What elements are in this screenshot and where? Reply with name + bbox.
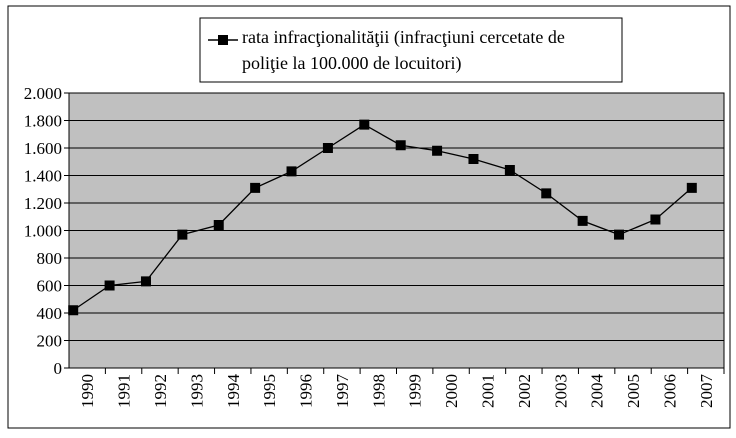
marker (650, 214, 661, 225)
x-tick-label: 1999 (406, 374, 425, 408)
marker (686, 182, 697, 193)
marker (468, 154, 479, 164)
x-tick-label: 2002 (515, 374, 534, 408)
marker (250, 182, 261, 193)
y-tick-label: 1.600 (24, 139, 62, 158)
y-tick-label: 1.400 (24, 167, 62, 186)
y-tick-label: 0 (54, 359, 63, 378)
marker (614, 229, 625, 240)
legend-box (199, 17, 623, 83)
legend-marker (218, 35, 228, 45)
marker (432, 145, 443, 156)
marker (359, 119, 370, 130)
y-tick-label: 800 (37, 249, 63, 268)
x-tick-label: 2000 (442, 374, 461, 408)
legend-label: rata infracţionalităţii (infracţiuni cer… (242, 27, 565, 73)
x-tick-label: 2004 (588, 374, 607, 409)
marker (504, 165, 515, 175)
x-tick-label: 1991 (115, 374, 134, 408)
marker (577, 215, 588, 226)
x-tick-label: 1995 (260, 374, 279, 408)
x-tick-label: 2007 (697, 374, 716, 409)
y-tick-label: 1.000 (24, 222, 62, 241)
y-tick-label: 400 (37, 304, 63, 323)
x-tick-label: 1997 (333, 374, 352, 409)
marker (68, 305, 79, 316)
y-tick-label: 2.000 (24, 84, 62, 103)
x-tick-label: 1992 (151, 374, 170, 408)
marker (541, 188, 552, 199)
y-tick-label: 600 (37, 277, 63, 296)
y-tick-label: 200 (37, 332, 63, 351)
marker (140, 276, 151, 287)
x-tick-label: 2006 (660, 374, 679, 408)
marker (104, 280, 115, 291)
marker (322, 143, 333, 153)
series-line (72, 123, 693, 311)
y-tick-label: 1.800 (24, 112, 62, 131)
x-tick-label: 2003 (551, 374, 570, 408)
marker (395, 140, 406, 151)
x-tick-label: 1993 (187, 374, 206, 408)
y-tick-label: 1.200 (24, 194, 62, 213)
x-tick-label: 1994 (224, 374, 243, 409)
x-tick-label: 1996 (297, 374, 316, 408)
marker (177, 229, 188, 240)
x-tick-label: 2005 (624, 374, 643, 408)
marker (213, 220, 224, 230)
marker (286, 166, 297, 177)
x-tick-label: 2001 (478, 374, 497, 408)
x-tick-label: 1990 (78, 374, 97, 408)
x-tick-label: 1998 (369, 374, 388, 408)
